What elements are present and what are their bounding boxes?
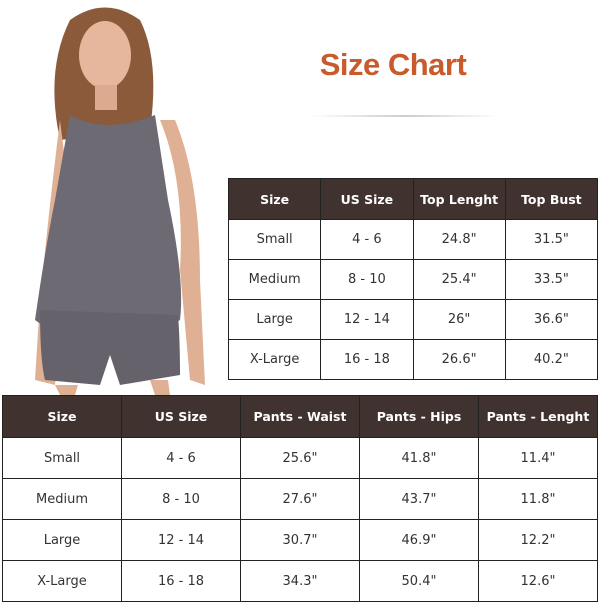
table-cell: 12.6" <box>478 560 598 602</box>
column-header: US Size <box>121 395 241 438</box>
table-cell: 24.8" <box>412 219 506 260</box>
table-cell: 4 - 6 <box>121 437 241 479</box>
table-cell: Large <box>227 299 322 340</box>
table-cell: Medium <box>227 259 322 300</box>
table-cell: 8 - 10 <box>121 478 241 520</box>
table-cell: 8 - 10 <box>320 259 414 300</box>
table-header-row: Size US Size Top Lenght Top Bust <box>227 178 599 220</box>
table-row: Medium 8 - 10 27.6" 43.7" 11.8" <box>2 478 598 520</box>
table-cell: 16 - 18 <box>320 339 414 380</box>
table-cell: 50.4" <box>359 560 479 602</box>
column-header: Pants - Lenght <box>478 395 598 438</box>
table-cell: 43.7" <box>359 478 479 520</box>
table-cell: 34.3" <box>240 560 360 602</box>
table-row: X-Large 16 - 18 26.6" 40.2" <box>227 339 599 380</box>
top-size-table: Size US Size Top Lenght Top Bust Small 4… <box>227 178 599 380</box>
table-cell: 11.4" <box>478 437 598 479</box>
column-header: Size <box>2 395 122 438</box>
table-row: Large 12 - 14 26" 36.6" <box>227 299 599 340</box>
table-cell: 33.5" <box>504 259 599 300</box>
table-row: X-Large 16 - 18 34.3" 50.4" 12.6" <box>2 560 598 602</box>
table-cell: 27.6" <box>240 478 360 520</box>
column-header: Top Bust <box>504 178 599 220</box>
table-header-row: Size US Size Pants - Waist Pants - Hips … <box>2 395 598 438</box>
table-cell: 46.9" <box>359 519 479 561</box>
column-header: Pants - Waist <box>240 395 360 438</box>
table-cell: Large <box>2 519 122 561</box>
table-cell: 36.6" <box>504 299 599 340</box>
column-header: Top Lenght <box>412 178 506 220</box>
table-cell: 31.5" <box>504 219 599 260</box>
table-cell: 26.6" <box>412 339 506 380</box>
column-header: Pants - Hips <box>359 395 479 438</box>
table-cell: 41.8" <box>359 437 479 479</box>
table-cell: 25.6" <box>240 437 360 479</box>
table-row: Small 4 - 6 25.6" 41.8" 11.4" <box>2 437 598 479</box>
column-header: Size <box>227 178 322 220</box>
table-cell: X-Large <box>2 560 122 602</box>
table-cell: 12.2" <box>478 519 598 561</box>
table-cell: 12 - 14 <box>320 299 414 340</box>
table-cell: X-Large <box>227 339 322 380</box>
table-cell: Medium <box>2 478 122 520</box>
page-title: Size Chart <box>319 47 467 82</box>
model-photo <box>35 7 205 395</box>
table-row: Small 4 - 6 24.8" 31.5" <box>227 219 599 260</box>
table-cell: 12 - 14 <box>121 519 241 561</box>
table-cell: 40.2" <box>504 339 599 380</box>
table-cell: 25.4" <box>412 259 506 300</box>
table-cell: 16 - 18 <box>121 560 241 602</box>
bottom-size-table: Size US Size Pants - Waist Pants - Hips … <box>2 395 598 602</box>
table-cell: 30.7" <box>240 519 360 561</box>
title-divider <box>310 115 500 117</box>
table-cell: Small <box>2 437 122 479</box>
table-cell: 26" <box>412 299 506 340</box>
table-cell: 11.8" <box>478 478 598 520</box>
table-row: Large 12 - 14 30.7" 46.9" 12.2" <box>2 519 598 561</box>
table-row: Medium 8 - 10 25.4" 33.5" <box>227 259 599 300</box>
column-header: US Size <box>320 178 414 220</box>
table-cell: 4 - 6 <box>320 219 414 260</box>
table-cell: Small <box>227 219 322 260</box>
